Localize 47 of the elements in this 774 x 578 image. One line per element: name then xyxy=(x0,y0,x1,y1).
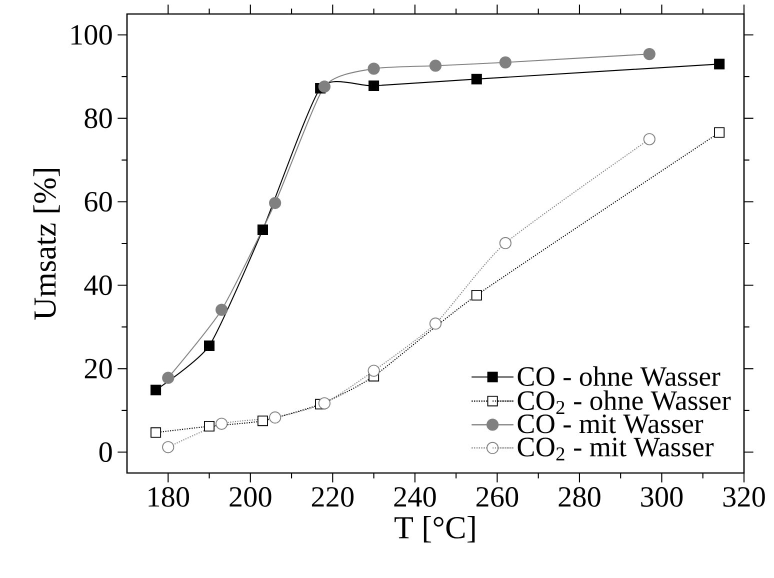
point xyxy=(643,133,656,146)
y-axis-title: Umsatz [%] xyxy=(33,169,60,320)
x-tick-label: 240 xyxy=(394,487,436,507)
y-tick-label: 40 xyxy=(84,275,112,296)
point xyxy=(204,340,215,352)
point xyxy=(162,441,174,454)
y-tick-label: 100 xyxy=(72,24,112,45)
x-tick-label: 320 xyxy=(723,487,765,507)
point xyxy=(429,318,442,330)
legend-label: CO - mit Wasser xyxy=(518,414,704,434)
point xyxy=(471,74,482,84)
y-tick-label: 0 xyxy=(99,442,112,462)
y-tick-label: 80 xyxy=(84,108,112,128)
x-tick-label: 220 xyxy=(312,487,354,507)
point xyxy=(216,418,228,430)
point xyxy=(368,364,380,377)
point xyxy=(318,80,331,93)
point xyxy=(368,62,380,75)
point xyxy=(204,420,215,432)
legend-label: CO - ohne Wasser xyxy=(518,366,720,386)
point xyxy=(269,411,282,424)
x-tick-label: 280 xyxy=(558,487,600,507)
y-tick-label: 60 xyxy=(84,192,112,212)
point xyxy=(216,304,228,316)
point xyxy=(318,397,331,410)
point xyxy=(150,384,162,396)
legend-label: CO$_{2}$ - ohne Wasser xyxy=(518,390,731,414)
x-tick-label: 260 xyxy=(476,487,518,507)
point xyxy=(150,427,162,438)
point xyxy=(714,127,725,138)
point xyxy=(499,56,512,68)
point xyxy=(714,58,725,70)
point xyxy=(643,48,656,60)
point xyxy=(368,80,380,92)
point xyxy=(162,372,174,384)
x-tick-label: 300 xyxy=(641,487,683,507)
point xyxy=(269,196,282,210)
legend-label: CO$_{2}$ - mit Wasser xyxy=(518,438,714,460)
point xyxy=(429,60,442,72)
point xyxy=(257,416,268,426)
x-tick-label: 200 xyxy=(230,487,272,507)
point xyxy=(471,290,482,301)
point xyxy=(257,224,268,235)
x-axis-title: T [°C] xyxy=(394,516,475,542)
y-tick-label: 20 xyxy=(84,358,112,379)
x-tick-label: 180 xyxy=(148,487,190,507)
point xyxy=(499,237,512,250)
